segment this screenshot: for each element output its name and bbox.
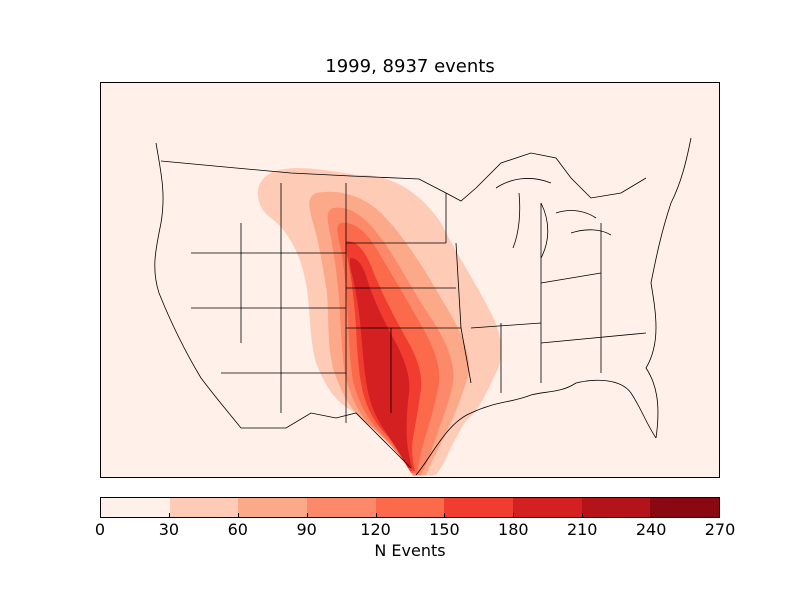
colorbar-tick-mark (375, 513, 377, 518)
west-coast (154, 142, 242, 429)
colorbar-tick-label: 150 (429, 520, 460, 539)
contour-map-icon (154, 137, 692, 476)
colorbar-segment (650, 498, 719, 517)
colorbar-tick-label: 90 (296, 520, 317, 539)
east-coast (645, 137, 692, 439)
colorbar-label: N Events (374, 541, 446, 560)
chart-title: 1999, 8937 events (325, 56, 495, 77)
colorbar-tick-label: 270 (704, 520, 736, 539)
colorbar-segment (444, 498, 514, 517)
colorbar-ticks: 0 30 60 90 120 150 180 210 240 270 (95, 513, 735, 539)
colorbar-segment (375, 498, 445, 517)
colorbar (100, 497, 720, 518)
us-canada-border (160, 152, 647, 202)
colorbar-tick-mark (100, 513, 101, 518)
colorbar-tick-mark (582, 513, 584, 518)
colorbar-tick-mark (651, 513, 653, 518)
colorbar-tick-label: 60 (227, 520, 248, 539)
colorbar-tick-mark (444, 513, 446, 518)
colorbar-tick-label: 240 (635, 520, 667, 539)
colorbar-tick-label: 0 (94, 520, 106, 539)
colorbar-segment (101, 498, 170, 517)
contour-level-180 (349, 258, 412, 468)
colorbar-tick-mark (237, 513, 239, 518)
colorbar-tick-mark (513, 513, 515, 518)
map-outlines (154, 137, 692, 476)
colorbar-segment (513, 498, 582, 517)
colorbar-tick-label: 180 (498, 520, 529, 539)
colorbar-segment (307, 498, 376, 517)
colorbar-tick-mark (306, 513, 308, 518)
colorbar-tick-label: 210 (566, 520, 598, 539)
colorbar-tick-label: 30 (158, 520, 180, 539)
great-lakes (495, 178, 612, 259)
colorbar-segment (581, 498, 651, 517)
colorbar-tick-mark (719, 513, 720, 518)
state-lines (191, 183, 647, 423)
gulf-coast (415, 382, 577, 476)
contour-fills (257, 168, 502, 476)
colorbar-segment (238, 498, 308, 517)
map-panel (100, 82, 720, 478)
colorbar-tick-mark (168, 513, 170, 518)
florida (575, 379, 657, 439)
colorbar-tick-label: 120 (360, 520, 391, 539)
colorbar-segment (169, 498, 239, 517)
